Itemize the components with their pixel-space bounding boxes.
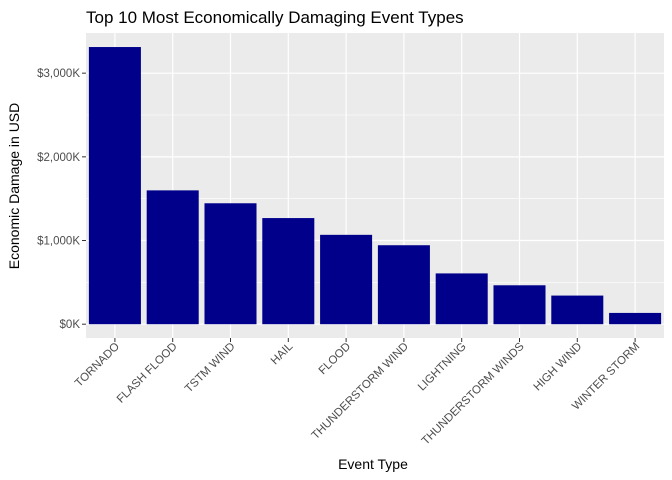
x-tick-label: TSTM WIND <box>183 341 238 396</box>
bar-flood <box>320 234 373 325</box>
x-tick-label: HAIL <box>269 340 296 367</box>
x-tick-label: TORNADO <box>73 341 122 390</box>
bar-winter-storm <box>609 312 662 325</box>
bar-high-wind <box>551 295 604 325</box>
y-tick-label: $2,000K <box>37 152 80 164</box>
bar-flash-flood <box>146 190 199 325</box>
x-tick-label: FLASH FLOOD <box>115 341 180 406</box>
x-tick-label: HIGH WIND <box>532 341 585 394</box>
bars <box>88 47 662 325</box>
y-tick-label: $0K <box>60 319 81 331</box>
bar-lightning <box>435 273 488 325</box>
x-tick-label: THUNDERSTORM WINDS <box>420 340 527 447</box>
x-tick-label: THUNDERSTORM WIND <box>310 341 411 442</box>
bar-hail <box>262 218 315 325</box>
bar-thunderstorm-winds <box>493 285 546 325</box>
x-tick-label: FLOOD <box>317 341 354 378</box>
chart-title: Top 10 Most Economically Damaging Event … <box>86 8 464 27</box>
bar-tornado <box>88 47 141 325</box>
y-axis-title: Economic Damage in USD <box>6 103 22 270</box>
bar-tstm-wind <box>204 203 257 325</box>
y-axis: $0K $1,000K $2,000K $3,000K <box>37 68 86 331</box>
y-tick-label: $1,000K <box>37 236 80 248</box>
y-tick-label: $3,000K <box>37 68 80 80</box>
x-tick-label: LIGHTNING <box>416 341 469 394</box>
bar-thunderstorm-wind <box>377 245 430 325</box>
x-axis-title: Event Type <box>338 456 408 472</box>
